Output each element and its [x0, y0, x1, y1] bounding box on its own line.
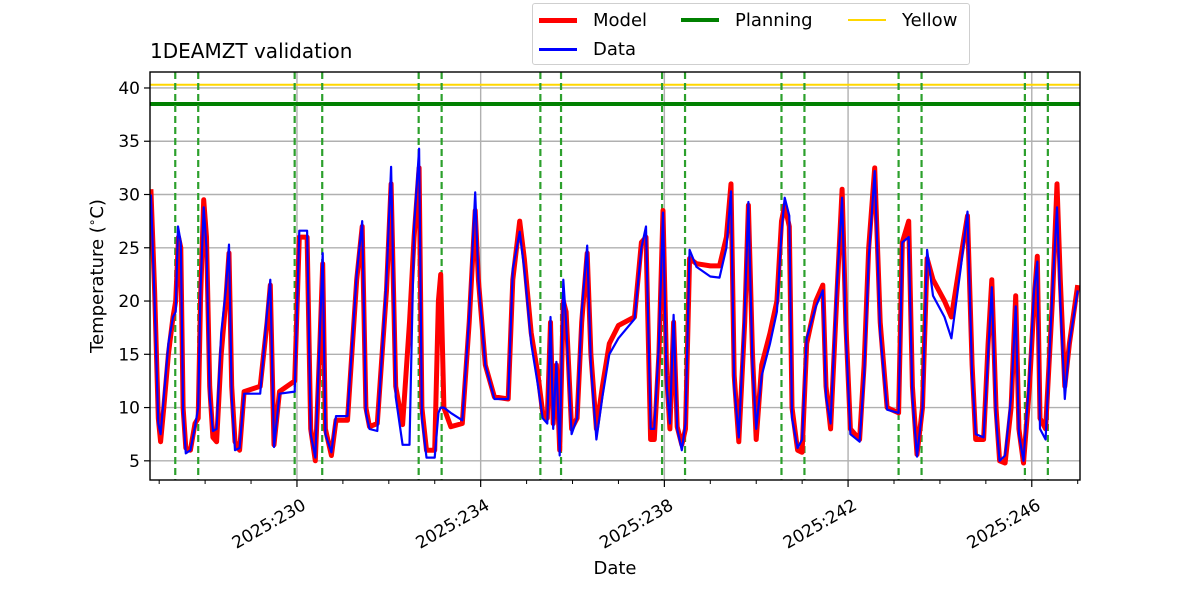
- legend-label-model: Model: [593, 9, 648, 31]
- y-tick-label: 30: [118, 186, 140, 206]
- y-tick-label: 10: [118, 399, 140, 419]
- legend-swatch-data: [539, 47, 577, 51]
- y-tick-label: 5: [129, 452, 140, 472]
- y-axis-label: Temperature (∘C): [85, 199, 108, 354]
- y-tick-label: 25: [118, 239, 140, 259]
- y-tick-label: 20: [118, 292, 140, 312]
- legend: Model Data Planning Yellow: [532, 3, 970, 65]
- y-tick-label: 40: [118, 79, 140, 99]
- legend-swatch-planning: [681, 18, 719, 22]
- legend-label-planning: Planning: [735, 9, 813, 31]
- legend-item-model: Model: [539, 9, 647, 31]
- y-tick-label: 35: [118, 132, 140, 152]
- chart-title: 1DEAMZT validation: [150, 39, 352, 63]
- series-lines: [150, 147, 1080, 466]
- threshold-lines: [150, 83, 1080, 106]
- data-line: [150, 147, 1079, 462]
- y-axis: 5 10 15 20 25 30 35 40: [118, 79, 150, 472]
- legend-swatch-yellow: [848, 19, 886, 21]
- y-tick-label: 15: [118, 345, 140, 365]
- legend-item-planning: Planning: [681, 9, 813, 31]
- legend-label-data: Data: [593, 38, 636, 60]
- legend-swatch-model: [539, 17, 577, 23]
- legend-label-yellow: Yellow: [902, 9, 958, 31]
- x-axis-label: Date: [593, 558, 636, 579]
- legend-item-data: Data: [539, 38, 636, 60]
- plot-frame: [149, 71, 1081, 481]
- legend-item-yellow: Yellow: [848, 9, 957, 31]
